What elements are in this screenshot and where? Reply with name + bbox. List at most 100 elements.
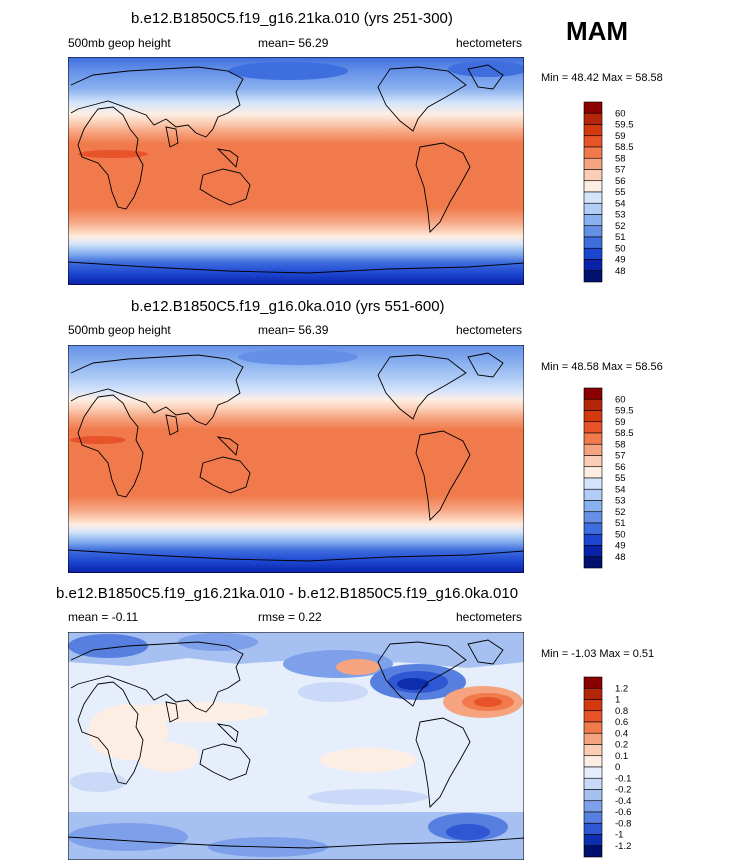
- panel2-units: hectometers: [456, 323, 523, 337]
- panel3-rmse-value: 0.22: [298, 610, 322, 624]
- colorbar-tick-label: 57: [615, 165, 626, 176]
- colorbar-swatch: [583, 214, 603, 227]
- panel3-max-value: 0.51: [632, 648, 655, 660]
- panel2-map: [68, 345, 524, 573]
- panel1-coastlines: [68, 64, 524, 274]
- panel2-mean-value: 56.39: [298, 323, 329, 337]
- panel3-anomaly-fills: [68, 632, 524, 860]
- panel3-rmse-label: rmse =: [258, 610, 296, 624]
- panel2-low-pacific: [238, 349, 358, 365]
- colorbar-swatch: [583, 157, 603, 170]
- panel3-units: hectometers: [456, 610, 523, 624]
- colorbar-swatch: [583, 777, 603, 790]
- colorbar-swatch: [583, 169, 603, 182]
- colorbar-tick-label: 0.6: [615, 717, 628, 728]
- panel1-mean-label: mean=: [258, 36, 296, 50]
- panel1-field: [68, 57, 524, 285]
- colorbar-tick-label: 48: [615, 266, 626, 277]
- colorbar-tick-label: 50: [615, 243, 626, 254]
- colorbar-tick-label: 0.1: [615, 751, 628, 762]
- colorbar-tick-label: 0.2: [615, 740, 628, 751]
- panel2-mean-label: mean=: [258, 323, 296, 337]
- panel3-min-value: -1.03: [571, 648, 597, 660]
- colorbar-swatch: [583, 732, 603, 745]
- panel2-max-label: Max =: [601, 361, 633, 373]
- panel3-max-label: Max =: [599, 648, 630, 660]
- panel1-max-value: 58.58: [635, 72, 663, 84]
- panel3-title: b.e12.B1850C5.f19_g16.21ka.010 - b.e12.B…: [56, 585, 519, 602]
- colorbar-swatch: [583, 421, 603, 434]
- colorbar-tick-label: -0.6: [615, 807, 631, 818]
- colorbar-tick-label: 50: [615, 529, 626, 540]
- panel3-coastlines: [68, 639, 524, 849]
- panel3-mean: mean = -0.11: [68, 610, 138, 624]
- colorbar-swatch: [583, 545, 603, 558]
- panel1-low-pacific: [228, 62, 348, 80]
- panel1-minmax: Min = 48.42 Max = 58.58: [541, 72, 663, 84]
- colorbar-tick-label: -1: [615, 830, 623, 841]
- colorbar-swatch: [583, 511, 603, 524]
- panel3-min-label: Min =: [541, 648, 569, 660]
- colorbar-tick-label: 53: [615, 210, 626, 221]
- colorbar-tick-label: 1.2: [615, 683, 628, 694]
- colorbar-tick-label: 60: [615, 108, 626, 119]
- colorbar-tick-label: 58: [615, 439, 626, 450]
- panel2-title: b.e12.B1850C5.f19_g16.0ka.010 (yrs 551-6…: [131, 298, 445, 315]
- colorbar-swatch: [583, 191, 603, 204]
- panel3-minmax: Min = -1.03 Max = 0.51: [541, 648, 654, 660]
- colorbar-tick-label: 51: [615, 518, 626, 529]
- colorbar-swatch: [583, 180, 603, 193]
- colorbar-tick-label: 59: [615, 417, 626, 428]
- colorbar-tick-label: 54: [615, 198, 626, 209]
- colorbar-tick-label: 52: [615, 221, 626, 232]
- panel2-field: [68, 345, 524, 573]
- panel2-mean: mean= 56.39: [258, 323, 328, 337]
- colorbar-swatch: [583, 466, 603, 479]
- colorbar-tick-label: -0.4: [615, 796, 631, 807]
- colorbar-tick-label: 56: [615, 176, 626, 187]
- colorbar-tick-label: 55: [615, 187, 626, 198]
- panel1-high-core: [78, 150, 148, 158]
- colorbar-swatch: [583, 112, 603, 125]
- panel1-variable-label: 500mb geop height: [68, 36, 171, 50]
- colorbar-tick-label: -1.2: [615, 841, 631, 852]
- colorbar-swatch: [583, 259, 603, 272]
- colorbar-tick-label: 1: [615, 695, 620, 706]
- panel3-rmse: rmse = 0.22: [258, 610, 322, 624]
- panel2-min-value: 48.58: [571, 361, 599, 373]
- colorbar-swatch: [583, 721, 603, 734]
- colorbar-tick-label: 52: [615, 507, 626, 518]
- colorbar-swatch: [583, 556, 603, 569]
- panel1-map: [68, 57, 524, 285]
- colorbar-swatch: [583, 101, 603, 114]
- colorbar-tick-label: 59.5: [615, 120, 634, 131]
- colorbar-tick-label: -0.8: [615, 818, 631, 829]
- colorbar-swatch: [583, 135, 603, 148]
- colorbar-tick-label: 56: [615, 462, 626, 473]
- colorbar-swatch: [583, 247, 603, 260]
- panel1-max-label: Max =: [601, 72, 633, 84]
- colorbar-swatch: [583, 744, 603, 757]
- colorbar-tick-label: 55: [615, 473, 626, 484]
- colorbar-swatch: [583, 146, 603, 159]
- colorbar-tick-label: 49: [615, 541, 626, 552]
- colorbar-tick-label: 54: [615, 484, 626, 495]
- colorbar-swatch: [583, 834, 603, 847]
- colorbar-tick-label: 58.5: [615, 142, 634, 153]
- colorbar-tick-label: 49: [615, 255, 626, 266]
- colorbar-swatch: [583, 387, 603, 400]
- colorbar-swatch: [583, 811, 603, 824]
- colorbar-tick-label: 59: [615, 131, 626, 142]
- panel1-low-atlantic: [448, 61, 524, 77]
- colorbar-tick-label: -0.1: [615, 773, 631, 784]
- colorbar-swatch: [583, 410, 603, 423]
- colorbar-swatch: [583, 488, 603, 501]
- colorbar-swatch: [583, 800, 603, 813]
- colorbar-swatch: [583, 270, 603, 283]
- panel3-colorbar: 1.210.80.60.40.20.10-0.1-0.2-0.4-0.6-0.8…: [583, 676, 631, 858]
- season-label: MAM: [566, 16, 629, 46]
- colorbar-swatch: [583, 699, 603, 712]
- colorbar-swatch: [583, 687, 603, 700]
- colorbar-swatch: [583, 225, 603, 238]
